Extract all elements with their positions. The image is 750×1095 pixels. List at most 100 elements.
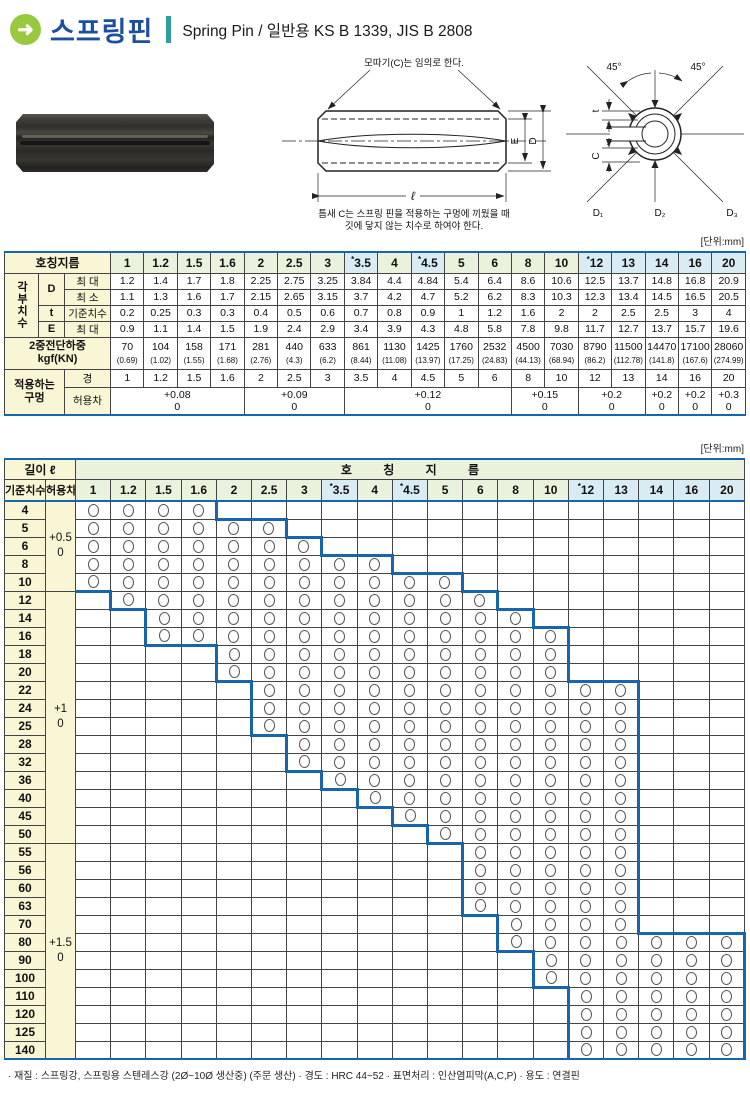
length-label: 120 [4,1004,46,1024]
availability-circle [369,611,381,625]
availability-cell [110,968,147,988]
availability-cell [427,1022,464,1042]
spec-value-cell: 2 [544,304,579,322]
availability-cell [391,968,429,988]
availability-cell [321,553,358,574]
title-divider [166,16,172,43]
spec-value-cell: 13.4 [611,288,646,306]
shear-kgf-value: 4500 [516,340,540,353]
spec-value-cell: 5.8 [477,320,512,338]
availability-cell [145,536,182,556]
availability-cell [251,572,288,592]
availability-cell [638,608,675,628]
availability-cell [110,752,147,772]
hole-tolerance-label: 허용차 [63,386,112,416]
availability-cell [321,896,358,916]
length-label: 50 [4,824,46,844]
spec-value-cell: 3.84 [343,272,379,290]
availability-cell [532,572,569,592]
spec-value-cell: 11.7 [577,320,613,338]
availability-circle [686,1007,698,1021]
spec-value-cell: 1.1 [143,320,178,338]
availability-cell [145,662,182,682]
availability-circle [228,593,240,607]
availability-circle [404,755,416,769]
hole-diameter-value: 1.5 [176,368,212,388]
availability-cell [497,1022,534,1042]
availability-cell [286,680,323,700]
availability-circle [510,683,522,697]
availability-cell [391,571,429,592]
availability-circle [544,647,556,661]
availability-cell [427,518,464,538]
availability-cell [391,734,429,754]
availability-circle [545,701,557,715]
shear-kn-value: (112.78) [613,355,643,365]
availability-circle [615,719,627,733]
spec-value-cell: 3 [677,304,713,322]
availability-cell [356,536,393,556]
length-label: 90 [4,950,46,970]
availability-cell [145,680,182,700]
availability-circle [615,881,627,895]
availability-circle [404,773,416,787]
availability-cell [321,572,358,592]
diameter-column-header: 5 [444,251,479,274]
availability-cell [74,950,112,970]
availability-cell [110,536,147,556]
availability-circle [439,755,451,769]
availability-cell [321,968,358,988]
availability-cell [462,734,499,754]
availability-circle [369,683,381,697]
availability-cell [356,805,393,826]
availability-cell [427,571,465,592]
availability-cell [356,770,393,790]
spec-value-cell: 16.8 [677,272,713,290]
availability-cell [497,698,534,718]
availability-cell [251,806,288,826]
spec-value-cell: 2.9 [310,320,345,338]
availability-cell [180,716,217,736]
availability-circle [615,773,627,787]
availability-circle [615,1007,627,1021]
availability-cell [391,950,429,970]
dimension-symbol: E [38,320,65,338]
availability-circle [580,809,592,823]
shear-kn-value: (24.83) [482,355,508,365]
availability-cell [110,1040,147,1060]
availability-cell [497,824,534,844]
availability-circle [615,971,627,985]
availability-circle [298,557,310,571]
availability-cell [180,554,217,574]
availability-circle [615,899,627,913]
availability-cell [74,500,112,520]
spec-value-cell: 8.3 [510,288,546,306]
availability-circle [122,521,134,535]
availability-cell [110,842,147,862]
availability-circle [158,521,169,535]
availability-cell [74,626,112,646]
availability-cell [391,536,429,556]
tolerance-header: 허용차 [45,478,76,502]
availability-cell [427,878,464,898]
diameter-column-header: 1 [110,251,145,274]
availability-cell [180,950,217,970]
length-label: 55 [4,842,46,862]
availability-circle [334,611,346,625]
availability-cell [391,608,429,628]
availability-cell [251,878,288,898]
availability-cell [391,644,429,664]
diameter-column-header: 20 [708,478,746,502]
availability-circle [474,701,486,715]
availability-cell [251,770,288,790]
availability-circle [615,684,627,697]
availability-cell [427,752,464,772]
availability-circle [510,755,522,769]
availability-cell [110,824,147,844]
availability-cell [180,608,217,628]
availability-circle [404,719,416,733]
availability-cell [356,1004,393,1024]
availability-circle [650,989,662,1003]
availability-cell [215,517,253,538]
asterisk-mark: * [400,482,404,492]
